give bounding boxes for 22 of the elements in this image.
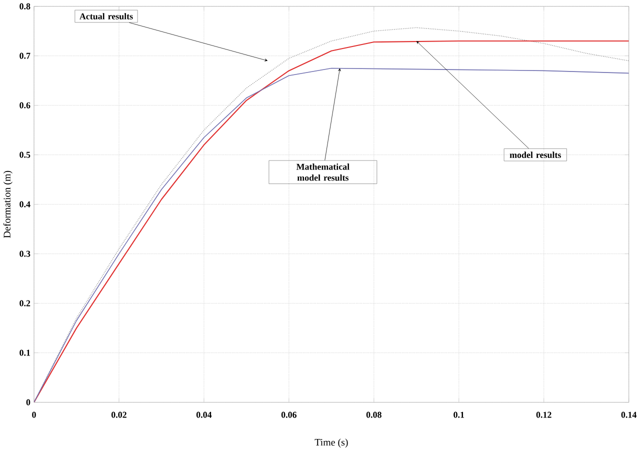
x-tick-label: 0.1 bbox=[454, 412, 464, 418]
x-tick-label: 0.04 bbox=[196, 412, 212, 418]
y-tick-label: 0.7 bbox=[20, 52, 30, 59]
y-tick-label: 0.1 bbox=[20, 350, 30, 356]
y-tick-label: 0.8 bbox=[20, 3, 30, 10]
y-tick-label: 0 bbox=[26, 399, 30, 406]
y-tick-label: 0.4 bbox=[20, 201, 30, 208]
annotation: model results bbox=[510, 152, 561, 158]
x-tick-label: 0.02 bbox=[111, 412, 126, 418]
x-tick-label: 0.06 bbox=[281, 412, 297, 418]
annotation: Actual results bbox=[80, 13, 133, 20]
y-tick-label: 0.6 bbox=[20, 102, 30, 108]
y-tick-label: 0.5 bbox=[20, 152, 30, 158]
x-tick-label: 0.12 bbox=[536, 412, 552, 418]
x-tick-label: 0 bbox=[32, 412, 36, 418]
y-tick-label: 0.3 bbox=[20, 250, 30, 257]
annotation: Mathematical model results bbox=[296, 164, 350, 181]
y-tick-label: 0.2 bbox=[20, 300, 30, 306]
x-axis-title: Time (s) bbox=[314, 438, 348, 448]
y-axis-title: Deformation (m) bbox=[3, 170, 12, 238]
x-tick-label: 0.08 bbox=[366, 412, 382, 418]
x-tick-label: 0.14 bbox=[621, 412, 637, 418]
